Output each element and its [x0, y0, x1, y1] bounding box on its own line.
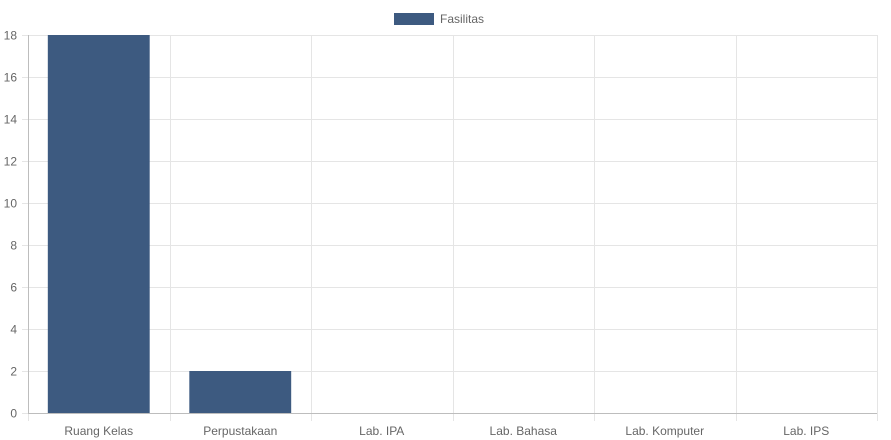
x-tick-label: Lab. Bahasa: [490, 424, 558, 438]
x-tick-label: Lab. IPA: [359, 424, 404, 438]
y-tick-label: 18: [4, 29, 18, 43]
bars: [47, 35, 292, 413]
y-tick-label: 4: [10, 323, 17, 337]
x-tick-label: Ruang Kelas: [64, 424, 133, 438]
y-tick-label: 6: [10, 281, 17, 295]
y-tick-label: 14: [4, 113, 18, 127]
grid-lines: [22, 35, 878, 421]
x-tick-label: Lab. IPS: [783, 424, 829, 438]
legend-swatch-fasilitas[interactable]: [394, 13, 434, 25]
x-tick-label: Lab. Komputer: [625, 424, 704, 438]
y-tick-label: 10: [4, 197, 18, 211]
x-tick-label: Perpustakaan: [203, 424, 277, 438]
y-tick-label: 16: [4, 71, 18, 85]
y-tick-label: 2: [10, 365, 17, 379]
legend-label-fasilitas[interactable]: Fasilitas: [440, 12, 484, 26]
legend[interactable]: Fasilitas: [394, 12, 484, 26]
y-tick-label: 0: [10, 407, 17, 421]
axes: 0 2 4 6 8 10 12 14 16 18 Ruang Kelas Perpustakaan La…: [4, 29, 877, 438]
y-tick-label: 12: [4, 155, 18, 169]
bar-perpustakaan[interactable]: [189, 371, 292, 413]
y-tick-label: 8: [10, 239, 17, 253]
bar-ruang-kelas[interactable]: [47, 35, 150, 413]
